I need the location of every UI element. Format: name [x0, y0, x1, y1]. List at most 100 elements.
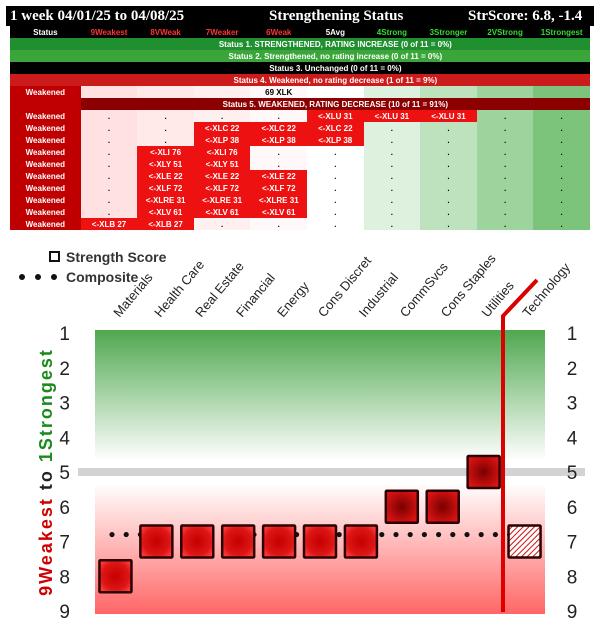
- table-cell: .: [420, 182, 477, 194]
- y-tick-left: 3: [59, 394, 70, 415]
- y-tick-left: 7: [59, 533, 70, 554]
- table-cell: [193, 86, 251, 98]
- status-line-row: Status 1. STRENGTHENED, RATING INCREASE …: [10, 38, 590, 50]
- table-cell: [307, 86, 364, 98]
- strength-square: [139, 524, 174, 559]
- y-tick-left: 1: [59, 324, 70, 345]
- table-cell: <-XLP 38: [193, 134, 251, 146]
- strength-square: [220, 524, 256, 559]
- table-cell: .: [363, 182, 421, 194]
- table-cell: .: [476, 122, 534, 134]
- strength-square: [343, 524, 379, 559]
- table-cell: .: [363, 146, 421, 158]
- status-line: Status 1. STRENGTHENED, RATING INCREASE …: [80, 38, 590, 50]
- table-cell: .: [137, 122, 194, 134]
- table-cell: .: [80, 146, 138, 158]
- table-cell: .: [476, 146, 534, 158]
- row-status-label: Weakened: [10, 218, 81, 230]
- page-title: Strengthening Status: [269, 8, 404, 24]
- status-line-lead: [10, 74, 81, 86]
- table-cell: <-XLF 72: [250, 182, 308, 194]
- period-label: 1 week 04/01/25 to 04/08/25: [10, 8, 185, 24]
- strength-square: [302, 524, 338, 559]
- column-header: 6Weak: [250, 26, 308, 38]
- table-cell: <-XLV 61: [193, 206, 251, 218]
- table-cell: .: [250, 218, 308, 230]
- row-status-label: Weakened: [10, 134, 81, 146]
- composite-dot: [109, 531, 115, 538]
- y-tick-right: 8: [567, 567, 578, 588]
- table-cell: <-XLP 38: [250, 134, 308, 146]
- column-header: 9Weakest: [80, 26, 138, 38]
- row-status-label: Weakened: [10, 158, 81, 170]
- composite-dot: [379, 531, 385, 538]
- table-cell: .: [476, 206, 534, 218]
- composite-dot: [478, 531, 484, 538]
- table-cell: .: [307, 158, 364, 170]
- row-status-label: Weakened: [10, 86, 81, 98]
- row-status-label: Weakened: [10, 194, 81, 206]
- composite-dot: [464, 531, 470, 538]
- table-cell: .: [307, 170, 364, 182]
- row-status-label: Weakened: [10, 170, 81, 182]
- status-line: Status 4. Weakened, no rating decrease (…: [80, 74, 590, 86]
- table-row: Weakened. <-XLY 51 <-XLY 51......: [10, 158, 590, 170]
- strength-square: [261, 524, 297, 559]
- y-axis-label-part: 1: [36, 450, 56, 462]
- table-cell: .: [420, 206, 477, 218]
- table-cell: <-XLY 51: [193, 158, 251, 170]
- column-header: 3Stronger: [420, 26, 477, 38]
- column-header: 8VWeak: [137, 26, 194, 38]
- table-cell: .: [533, 158, 590, 170]
- table-cell: <-XLP 38: [307, 134, 364, 146]
- y-tick-right: 2: [567, 359, 578, 380]
- table-cell: .: [476, 194, 534, 206]
- table-cell: <-XLV 61: [250, 206, 308, 218]
- strength-square: [180, 524, 215, 559]
- status-line-row: Status 4. Weakened, no rating decrease (…: [10, 74, 590, 86]
- table-cell: .: [307, 182, 364, 194]
- table-cell: <-XLF 72: [137, 182, 194, 194]
- table-cell: <-XLE 22: [137, 170, 194, 182]
- table-cell: 69 XLK: [250, 86, 308, 98]
- reference-line: [78, 468, 585, 476]
- table-cell: .: [476, 110, 534, 122]
- row-status-label: Weakened: [10, 110, 81, 122]
- table-cell: .: [363, 170, 421, 182]
- status-line-lead: [10, 98, 81, 110]
- row-status-label: Weakened: [10, 206, 81, 218]
- table-row: Weakened.. <-XLC 22 <-XLC 22 <-XLC 22....: [10, 122, 590, 134]
- composite-dot: [407, 531, 413, 538]
- y-axis-label-part: Strongest: [36, 348, 56, 450]
- y-tick-right: 5: [567, 463, 578, 484]
- row-status-label: Weakened: [10, 122, 81, 134]
- status-line-lead: [10, 50, 81, 62]
- table-row: Weakened. <-XLV 61 <-XLV 61 <-XLV 61.....: [10, 206, 590, 218]
- status-line-row: Status 2. Strengthened, no rating increa…: [10, 50, 590, 62]
- strength-square: [384, 489, 420, 524]
- legend-dot-icon: [35, 274, 41, 280]
- table-cell: .: [476, 182, 534, 194]
- table-row: Weakened.... <-XLU 31 <-XLU 31 <-XLU 31..: [10, 110, 590, 122]
- table-cell: .: [80, 182, 138, 194]
- table-cell: .: [307, 194, 364, 206]
- composite-dot: [421, 531, 427, 538]
- column-header: 4Strong: [363, 26, 421, 38]
- table-cell: <-XLC 22: [250, 122, 308, 134]
- category-label: Energy: [274, 278, 312, 320]
- table-cell: <-XLRE 31: [250, 194, 308, 206]
- table-row: Weakened. <-XLE 22 <-XLE 22 <-XLE 22.....: [10, 170, 590, 182]
- table-cell: .: [420, 170, 477, 182]
- table-cell: [363, 86, 421, 98]
- table-cell: .: [80, 206, 138, 218]
- table-cell: .: [363, 158, 421, 170]
- score-label: StrScore: 6.8, -1.4: [468, 8, 583, 24]
- table-cell: <-XLB 27: [137, 218, 194, 230]
- strength-square: [507, 524, 542, 559]
- y-tick-left: 8: [59, 567, 70, 588]
- table-cell: <-XLU 31: [363, 110, 421, 122]
- status-line: Status 5. WEAKENED, RATING DECREASE (10 …: [80, 98, 590, 110]
- table-cell: .: [533, 170, 590, 182]
- table-cell: [137, 86, 194, 98]
- y-tick-right: 6: [567, 498, 578, 519]
